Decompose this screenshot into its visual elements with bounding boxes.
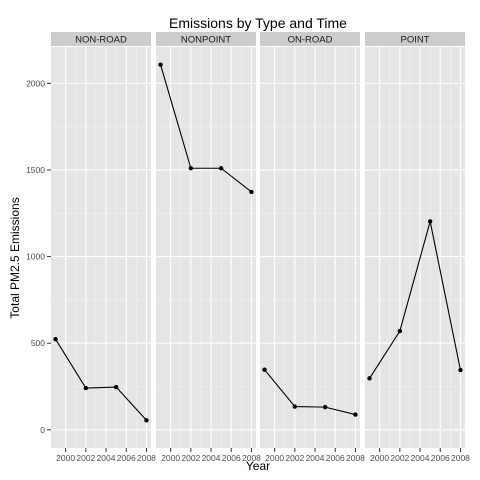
series-line (369, 221, 461, 379)
data-point (249, 189, 254, 195)
x-tick-label: 2008 (242, 453, 261, 463)
x-tick-label: 2004 (97, 453, 116, 463)
y-tick-label: 1500 (26, 165, 45, 175)
x-tick-label: 2006 (117, 453, 136, 463)
series-line (160, 64, 252, 193)
y-tick-label: 1000 (26, 252, 45, 262)
y-tick-label: 500 (31, 338, 45, 348)
facet-strip (365, 32, 465, 46)
data-point (83, 385, 89, 391)
data-point (367, 376, 372, 381)
x-tick-label: 2008 (137, 453, 156, 463)
facet-panel-point: POINT 2000 2002 2004 2006 2008 (365, 32, 470, 463)
x-tick-label: 2008 (346, 453, 365, 463)
series-line (55, 338, 147, 421)
facet-strip-label: POINT (400, 35, 429, 46)
facet-strip-label: NONPOINT (181, 35, 231, 46)
x-tick-label: 2008 (451, 453, 470, 463)
x-tick-label: 2002 (390, 453, 409, 463)
x-tick-label: 2002 (181, 453, 200, 463)
data-point (158, 62, 163, 67)
x-tick-label: 2000 (161, 453, 180, 463)
facet-strip (51, 32, 151, 46)
data-point (322, 404, 328, 410)
data-point (113, 384, 119, 390)
data-point (188, 166, 194, 171)
x-tick-label: 2006 (431, 453, 450, 463)
x-tick-label: 2000 (56, 453, 75, 463)
panel-background (365, 47, 465, 448)
data-point (218, 166, 224, 171)
x-tick-label: 2000 (370, 453, 389, 463)
x-tick-label: 2002 (285, 453, 304, 463)
x-tick-label: 2002 (76, 453, 95, 463)
facet-strip (156, 32, 256, 46)
facet-panel-on-road: ON-ROAD 2000 2002 2004 2006 2008 (260, 32, 365, 463)
panel-background (156, 47, 256, 448)
y-axis: 0 500 1000 1500 2000 (26, 78, 51, 435)
data-point (397, 328, 403, 334)
y-tick-label: 0 (40, 425, 45, 435)
data-point (458, 367, 463, 373)
x-tick-label: 2004 (411, 453, 430, 463)
series-line (264, 369, 356, 416)
panel-background (51, 47, 151, 448)
data-point (53, 337, 58, 342)
facet-panel-non-road: NON-ROAD 2000 2002 2004 2006 2008 (51, 32, 156, 463)
x-tick-label: 2006 (222, 453, 241, 463)
x-axis-title: Year (246, 459, 270, 473)
x-tick-label: 2004 (202, 453, 221, 463)
data-point (427, 219, 433, 224)
facet-strip-label: NON-ROAD (75, 35, 127, 46)
data-point (144, 418, 149, 423)
y-axis-title: Total PM2.5 Emissions (8, 197, 22, 318)
facet-strip (260, 32, 360, 46)
chart-title: Emissions by Type and Time (169, 15, 347, 31)
y-tick-label: 2000 (26, 78, 45, 88)
data-point (353, 412, 358, 417)
data-point (292, 404, 298, 409)
x-tick-label: 2004 (306, 453, 325, 463)
facet-strip-label: ON-ROAD (288, 35, 333, 46)
x-tick-label: 2006 (326, 453, 345, 463)
facet-panel-nonpoint: NONPOINT 2000 2002 2004 2006 2008 (156, 32, 261, 463)
x-tick-label: 2000 (265, 453, 284, 463)
data-point (262, 367, 267, 372)
panel-background (260, 47, 360, 448)
